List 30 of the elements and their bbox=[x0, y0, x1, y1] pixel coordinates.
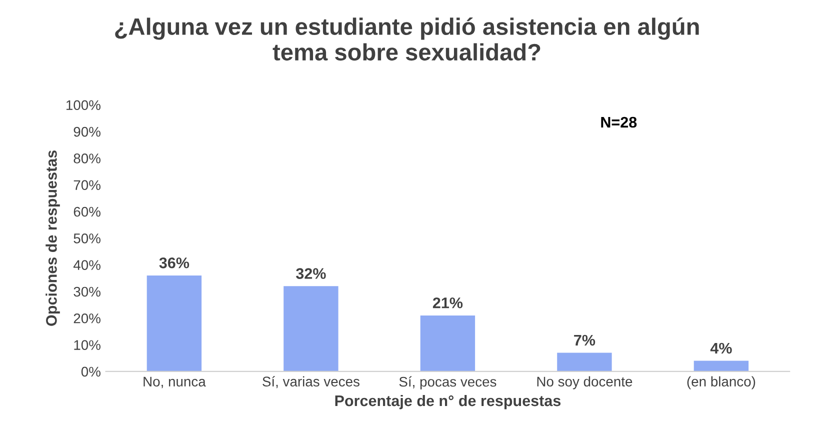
x-tick-label: (en blanco) bbox=[687, 376, 756, 390]
y-tick-label: 20% bbox=[74, 313, 100, 324]
data-label: 21% bbox=[432, 297, 463, 308]
bar bbox=[694, 360, 749, 372]
bar bbox=[557, 352, 612, 372]
y-tick-label: 80% bbox=[74, 154, 100, 164]
y-tick-label: 100% bbox=[66, 100, 100, 110]
y-tick-label: 60% bbox=[74, 206, 100, 217]
annotation: N=28 bbox=[601, 116, 637, 128]
y-tick-label: 70% bbox=[74, 180, 100, 190]
x-tick-label: No soy docente bbox=[537, 376, 632, 390]
data-label: 36% bbox=[159, 257, 190, 268]
data-label: 7% bbox=[574, 334, 596, 346]
chart-title: ¿Alguna vez un estudiante pidió asistencia en algún tema sobre sexualidad? bbox=[115, 17, 699, 61]
y-tick-label: 30% bbox=[74, 286, 100, 297]
bar bbox=[146, 275, 202, 372]
x-axis-title: Porcentaje de n° de respuestas bbox=[335, 394, 561, 410]
y-tick-label: 90% bbox=[74, 126, 100, 137]
x-tick-label: No, nunca bbox=[144, 376, 206, 388]
y-tick-label: 40% bbox=[73, 260, 100, 270]
bar bbox=[420, 315, 476, 372]
data-label: 4% bbox=[710, 342, 732, 354]
y-tick-label: 50% bbox=[74, 234, 100, 244]
x-tick-label: Sí, pocas veces bbox=[399, 376, 496, 390]
x-tick-label: Sí, varias veces bbox=[262, 376, 360, 388]
data-label: 32% bbox=[296, 268, 326, 279]
y-tick-label: 10% bbox=[74, 340, 100, 350]
bar bbox=[284, 286, 338, 372]
y-axis-title: Opciones de respuestas bbox=[46, 150, 60, 326]
y-tick-label: 0% bbox=[81, 366, 100, 377]
